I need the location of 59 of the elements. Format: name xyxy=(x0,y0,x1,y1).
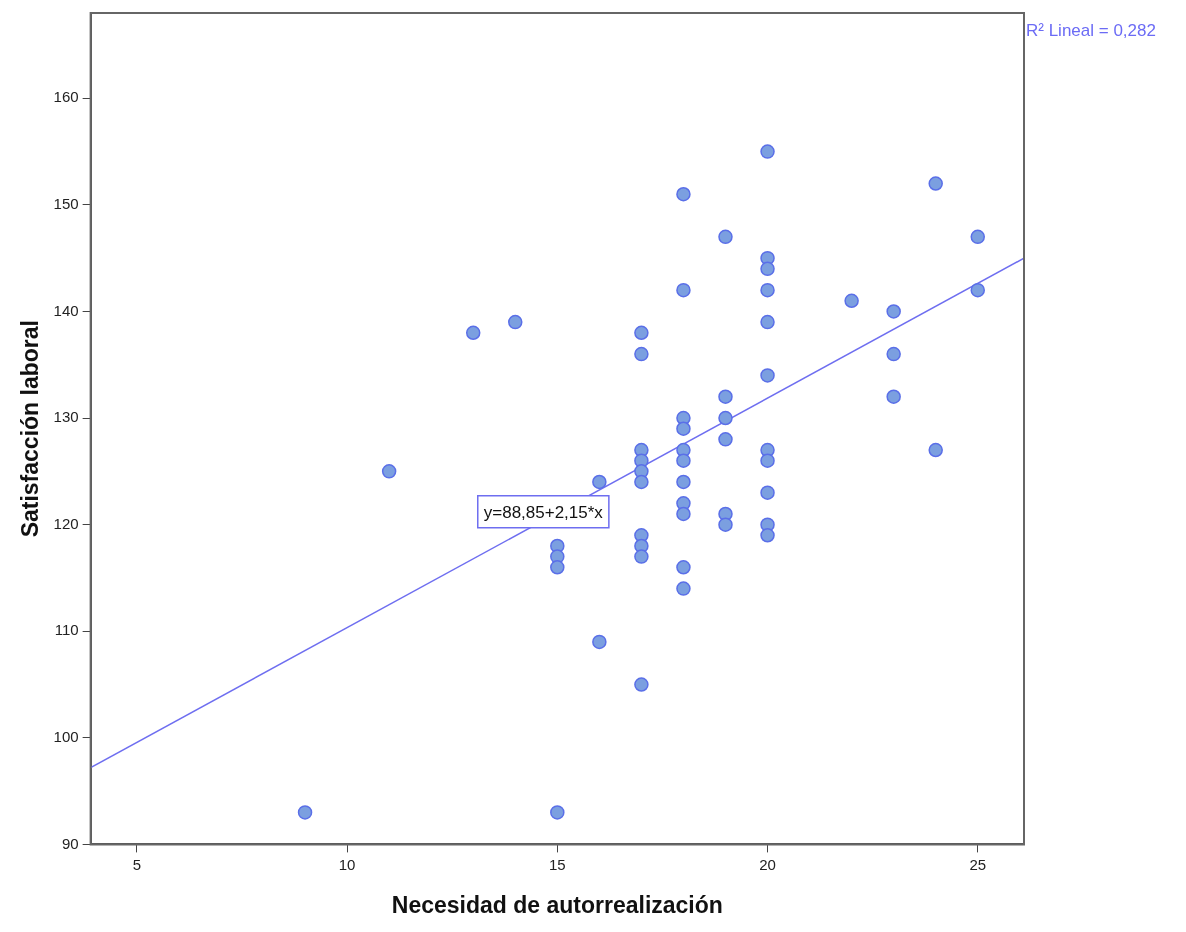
point xyxy=(676,560,691,575)
point xyxy=(592,474,607,490)
point xyxy=(676,506,691,522)
point xyxy=(465,325,481,341)
point xyxy=(676,581,691,596)
point xyxy=(886,304,901,319)
y-axis-title: Satisfacción laboral xyxy=(17,320,44,538)
point xyxy=(928,442,943,458)
point xyxy=(381,464,397,479)
y-tick-label: 110 xyxy=(54,621,79,639)
text: R² Lineal = 0,282 xyxy=(1026,20,1156,40)
point xyxy=(760,453,775,468)
point xyxy=(760,368,775,383)
y-tick-label: 90 xyxy=(61,834,79,852)
point xyxy=(886,346,901,362)
point xyxy=(970,229,985,245)
y-tick-label: 140 xyxy=(53,301,79,319)
x-tick-label: 15 xyxy=(548,855,566,873)
y-tick-label: 130 xyxy=(53,408,79,426)
point xyxy=(297,805,313,820)
point xyxy=(760,261,775,277)
y-tick-label: 120 xyxy=(53,514,79,532)
x-tick-label: 5 xyxy=(132,855,142,873)
point xyxy=(760,485,775,500)
point xyxy=(676,421,691,436)
point xyxy=(676,282,691,298)
point xyxy=(550,560,565,575)
x-axis-title: Necesidad de autorrealización xyxy=(391,891,723,918)
y-tick-label: 160 xyxy=(53,88,79,106)
point xyxy=(718,410,733,426)
point xyxy=(718,432,733,447)
point xyxy=(634,325,649,341)
point xyxy=(718,389,733,404)
y-tick-label: 150 xyxy=(53,195,79,212)
x-tick-label: 10 xyxy=(338,855,356,873)
point xyxy=(760,144,775,159)
y-tick-label: 100 xyxy=(53,727,79,745)
point xyxy=(718,517,733,532)
point xyxy=(634,677,649,692)
point xyxy=(550,805,565,820)
annotation: y=88,85+2,15*x xyxy=(483,502,604,522)
point xyxy=(844,293,859,309)
point xyxy=(760,528,775,543)
point xyxy=(676,453,691,468)
point xyxy=(760,314,775,330)
x-tick-label: 20 xyxy=(759,855,776,873)
x-tick-label: 25 xyxy=(969,855,987,873)
point xyxy=(928,176,943,191)
point xyxy=(508,314,523,330)
point xyxy=(676,186,691,202)
point xyxy=(634,549,649,564)
point xyxy=(970,282,985,298)
point xyxy=(718,229,733,245)
point xyxy=(886,389,901,404)
point xyxy=(760,282,775,298)
point xyxy=(634,346,649,362)
point xyxy=(676,474,691,490)
point xyxy=(592,634,607,650)
point xyxy=(634,474,649,490)
